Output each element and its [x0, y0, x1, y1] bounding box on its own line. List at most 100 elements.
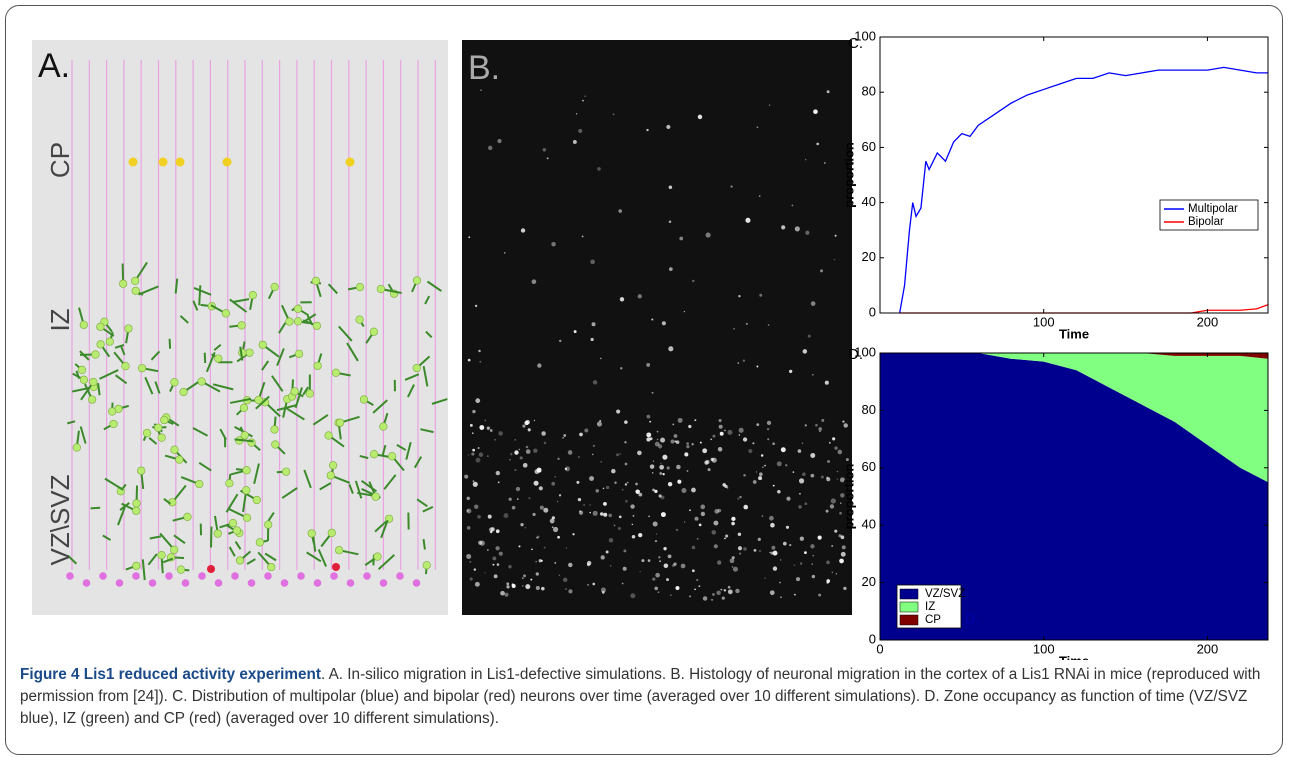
- fluorescent-cell: [679, 236, 684, 241]
- fluorescent-cell: [769, 590, 775, 596]
- fluorescent-cell: [759, 472, 763, 476]
- process: [79, 426, 87, 444]
- process: [422, 505, 434, 513]
- fluorescent-cell: [696, 578, 699, 581]
- fluorescent-cell: [557, 457, 560, 461]
- panel-label: A.: [38, 47, 70, 85]
- fluorescent-cell: [484, 419, 487, 422]
- fluorescent-cell: [821, 418, 825, 422]
- cell: [240, 431, 249, 440]
- fluorescent-cell: [632, 514, 635, 517]
- fluorescent-cell: [753, 548, 757, 552]
- stacked-area: [880, 353, 1268, 359]
- process: [422, 365, 429, 387]
- fluorescent-cell: [487, 514, 492, 519]
- x-axis-label: Time: [1059, 326, 1089, 341]
- cell: [157, 433, 166, 442]
- process: [276, 348, 285, 367]
- fluorescent-cell: [506, 582, 510, 586]
- fluorescent-cell: [681, 488, 687, 493]
- fluorescent-cell: [799, 562, 803, 565]
- fluorescent-cell: [743, 504, 749, 510]
- fluorescent-cell: [802, 349, 808, 354]
- fluorescent-cell: [601, 591, 605, 594]
- process: [413, 456, 423, 469]
- x-tick-label: 100: [1033, 314, 1055, 329]
- fluorescent-cell: [733, 327, 735, 330]
- fluorescent-cell: [660, 437, 666, 443]
- progenitor: [115, 579, 124, 587]
- process: [407, 384, 415, 398]
- fluorescent-cell: [520, 522, 524, 527]
- fluorescent-cell: [674, 440, 677, 443]
- process: [267, 511, 275, 522]
- fluorescent-cell: [826, 476, 829, 479]
- fluorescent-cell: [618, 515, 622, 519]
- cell: [293, 317, 303, 326]
- fluorescent-cell: [745, 217, 751, 223]
- fluorescent-cell: [493, 574, 498, 579]
- caption-text: . A. In-silico migration in Lis1-defecti…: [20, 666, 1261, 727]
- fluorescent-cell: [514, 469, 517, 472]
- fluorescent-cell: [652, 521, 658, 527]
- process: [302, 313, 317, 324]
- fluorescent-cell: [522, 424, 526, 428]
- legend-label: CP: [925, 614, 941, 626]
- fluorescent-cell: [654, 539, 658, 543]
- fluorescent-cell: [675, 528, 679, 532]
- fluorescent-cell: [840, 493, 845, 498]
- process: [229, 298, 248, 313]
- fluorescent-cell: [492, 563, 495, 566]
- fluorescent-cell: [582, 99, 584, 102]
- process: [359, 454, 369, 460]
- cell: [331, 368, 341, 377]
- fluorescent-cell: [533, 480, 539, 486]
- fluorescent-cell: [732, 566, 738, 572]
- fluorescent-cell: [584, 95, 587, 98]
- fluorescent-cell: [579, 510, 584, 515]
- fluorescent-cell: [500, 590, 505, 596]
- fluorescent-cell: [537, 363, 542, 368]
- fluorescent-cell: [603, 512, 608, 517]
- fluorescent-cell: [668, 185, 673, 189]
- fluorescent-cell: [700, 504, 706, 510]
- cell: [175, 157, 185, 167]
- fluorescent-cell: [565, 588, 568, 591]
- fluorescent-cell: [573, 330, 577, 334]
- fluorescent-cell: [647, 559, 651, 562]
- fluorescent-cell: [472, 480, 475, 483]
- fluorescent-cell: [759, 293, 763, 297]
- fluorescent-cell: [618, 209, 623, 213]
- fluorescent-cell: [624, 441, 627, 444]
- fluorescent-cell: [614, 481, 617, 485]
- fluorescent-cell: [543, 546, 546, 549]
- zone-label: IZ: [45, 308, 75, 331]
- fluorescent-cell: [511, 583, 514, 586]
- caption-title: Figure 4 Lis1 reduced activity experimen…: [20, 666, 321, 683]
- cell: [324, 431, 333, 440]
- cell: [242, 466, 251, 475]
- fluorescent-cell: [469, 423, 473, 427]
- fluorescent-cell: [543, 507, 549, 513]
- cell: [195, 479, 204, 489]
- fluorescent-cell: [616, 409, 621, 414]
- fluorescent-cell: [605, 550, 609, 554]
- cell: [412, 276, 422, 285]
- fluorescent-cell: [738, 427, 744, 433]
- fluorescent-cell: [840, 502, 842, 504]
- fluorescent-cell: [655, 572, 660, 578]
- cell: [237, 321, 246, 330]
- fluorescent-cell: [466, 496, 470, 501]
- process: [380, 519, 389, 539]
- cell: [225, 479, 234, 488]
- process: [285, 407, 305, 421]
- process: [319, 482, 332, 491]
- cell: [158, 157, 168, 167]
- fluorescent-cell: [716, 590, 721, 596]
- fluorescent-cell: [592, 582, 596, 586]
- fluorescent-cell: [659, 560, 661, 563]
- fluorescent-cell: [792, 471, 795, 473]
- fluorescent-cell: [487, 549, 489, 551]
- fluorescent-cell: [826, 560, 830, 565]
- fluorescent-cell: [495, 470, 501, 476]
